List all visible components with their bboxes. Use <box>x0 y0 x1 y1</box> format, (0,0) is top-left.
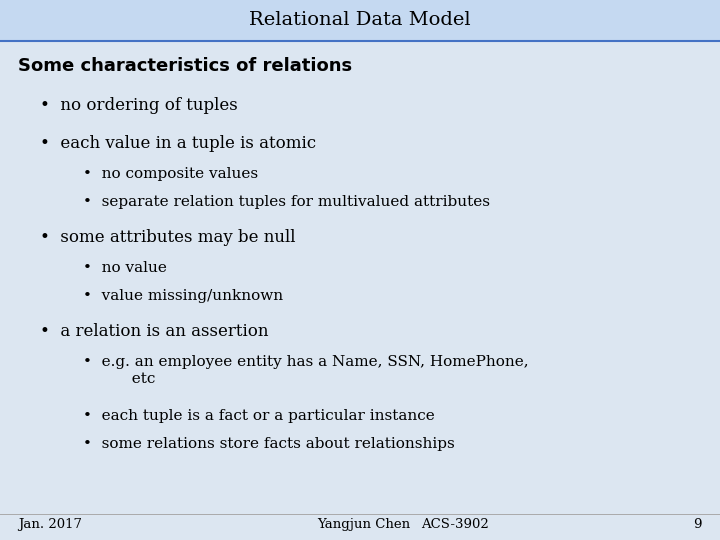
Text: •  each value in a tuple is atomic: • each value in a tuple is atomic <box>40 135 316 152</box>
Text: 9: 9 <box>693 518 702 531</box>
Text: •  separate relation tuples for multivalued attributes: • separate relation tuples for multivalu… <box>83 195 490 210</box>
Text: Yangjun Chen: Yangjun Chen <box>317 518 410 531</box>
Text: ACS-3902: ACS-3902 <box>421 518 489 531</box>
FancyBboxPatch shape <box>0 0 720 40</box>
Text: •  no value: • no value <box>83 261 166 275</box>
Text: •  a relation is an assertion: • a relation is an assertion <box>40 323 268 340</box>
Text: •  value missing/unknown: • value missing/unknown <box>83 289 283 303</box>
Text: •  no ordering of tuples: • no ordering of tuples <box>40 97 238 114</box>
Text: Jan. 2017: Jan. 2017 <box>18 518 82 531</box>
Text: •  some relations store facts about relationships: • some relations store facts about relat… <box>83 437 454 451</box>
Text: •  e.g. an employee entity has a Name, SSN, HomePhone,
          etc: • e.g. an employee entity has a Name, SS… <box>83 355 528 386</box>
Text: Relational Data Model: Relational Data Model <box>249 11 471 29</box>
Text: •  some attributes may be null: • some attributes may be null <box>40 229 295 246</box>
Text: •  each tuple is a fact or a particular instance: • each tuple is a fact or a particular i… <box>83 409 435 423</box>
Text: •  no composite values: • no composite values <box>83 167 258 181</box>
Text: Some characteristics of relations: Some characteristics of relations <box>18 57 352 75</box>
